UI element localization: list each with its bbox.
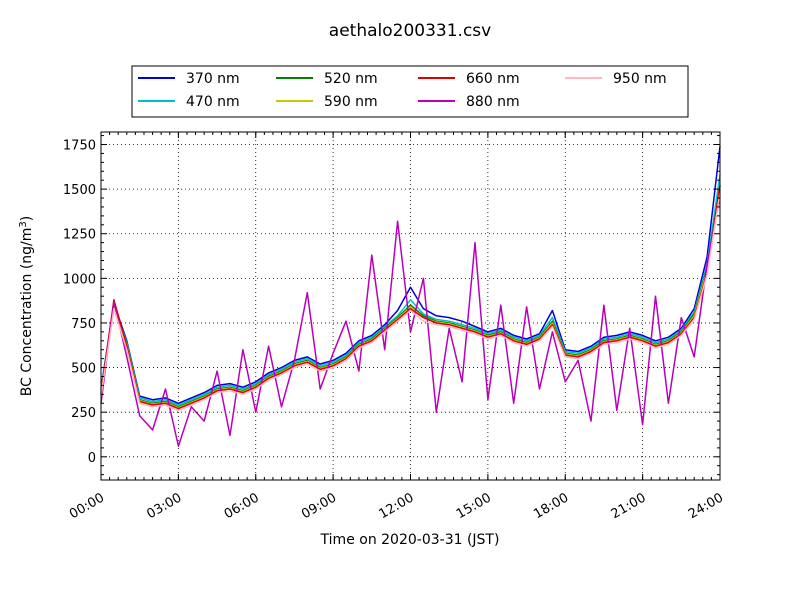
series-lines [100,146,721,447]
x-tick-label: 09:00 [299,490,339,522]
x-tick-label: 06:00 [222,490,262,522]
series-line-590-nm [100,188,721,409]
series-line-470-nm [100,174,721,406]
y-tick-label: 1500 [63,183,96,198]
y-axis-label: BC Concentration (ng/m3) [18,216,36,397]
y-tick-label: 1250 [63,228,96,243]
y-axis-label-end: ) [19,216,35,221]
legend-label: 370 nm [186,71,240,87]
series-line-880-nm [100,196,721,447]
series-line-950-nm [100,192,721,412]
y-tick-label: 250 [71,406,96,421]
x-tick-label: 00:00 [67,490,107,522]
legend-box [131,65,689,118]
y-tick-label: 1000 [63,272,96,287]
x-tick-label: 12:00 [377,490,417,522]
chart-title: aethalo200331.csv [329,21,491,41]
y-tick-label: 500 [71,362,96,377]
series-line-370-nm [100,146,721,405]
legend-label: 520 nm [324,71,378,87]
legend-label: 880 nm [466,94,520,110]
x-tick-label: 21:00 [609,490,649,522]
x-axis-label: Time on 2020-03-31 (JST) [320,532,500,548]
x-tick-label: 03:00 [144,490,184,522]
y-tick-label: 0 [88,451,96,466]
legend-label: 470 nm [186,94,240,110]
legend-label: 590 nm [324,94,378,110]
axis-ticks: 00:00 03:00 06:00 09:00 12:00 15:00 18:00 21:00… [63,132,726,522]
x-tick-label: 18:00 [531,490,571,522]
legend: 370 nm 470 nm 520 nm 590 nm 660 nm 880 nm 950 … [131,65,689,118]
legend-label: 660 nm [466,71,520,87]
legend-label: 950 nm [613,71,667,87]
y-tick-label: 750 [71,317,96,332]
x-tick-label: 24:00 [686,490,726,522]
series-line-520-nm [100,185,721,408]
y-axis-label-main: BC Concentration (ng/m [19,228,35,397]
y-tick-label: 1750 [63,138,96,153]
y-axis-label-superscript: 3 [18,221,29,227]
x-tick-label: 15:00 [454,490,494,522]
series-line-660-nm [100,185,721,410]
